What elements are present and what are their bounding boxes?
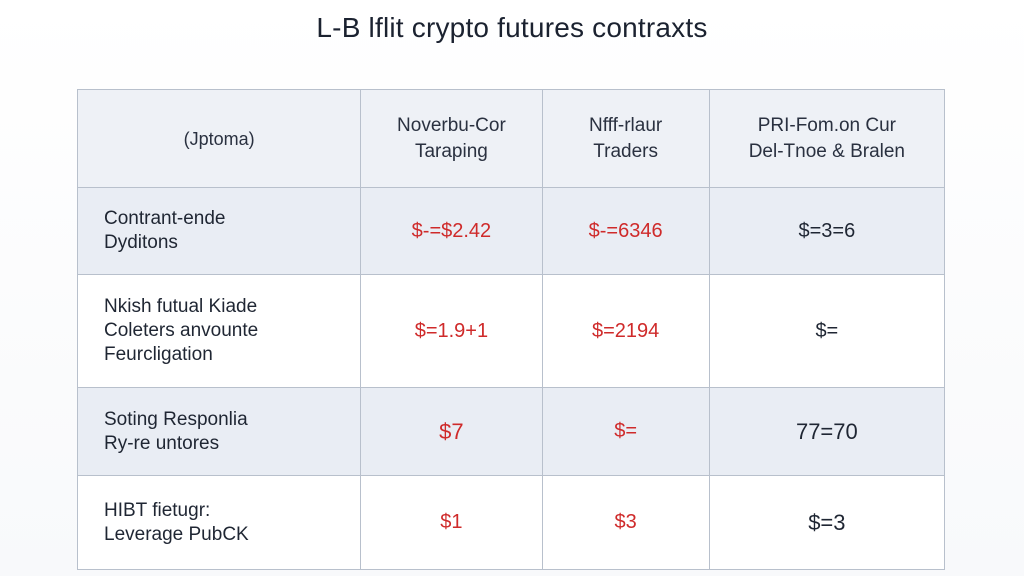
value-cell: $-=6346 [541,187,710,275]
row-label: HIBT fietugr: Leverage PubCK [76,475,362,570]
value-cell: 77=70 [708,387,946,476]
value-cell: $= [708,274,946,388]
table-row: Contrant-ende Dyditons $-=$2.42 $-=6346 … [76,187,946,275]
value-cell: $=3 [708,475,946,570]
table-row: Soting Responlia Ry-re untores $7 $= 77=… [76,387,946,476]
table-row: HIBT fietugr: Leverage PubCK $1 $3 $=3 [76,475,946,570]
row-label-line: Leverage PubCK [104,523,249,545]
value-cell: $=3=6 [708,187,946,275]
value-cell: $-=$2.42 [360,187,543,275]
row-label-line: Soting Responlia [104,408,248,430]
header-label: Noverbu-Cor [397,114,506,136]
header-cell-col3: PRI-Fom.on Cur Del-Tnoe & Bralen [708,89,946,188]
value-cell: $=1.9+1 [360,274,543,388]
value-cell: $=2194 [541,274,710,388]
row-label: Soting Responlia Ry-re untores [76,387,362,476]
row-label-line: Feurcligation [104,344,213,365]
header-label: Traders [593,140,658,162]
header-cell-options: (Jptoma) [76,89,362,188]
value-cell: $7 [360,387,543,476]
value-cell: $1 [360,475,543,570]
header-cell-col1: Noverbu-Cor Taraping [360,89,543,188]
row-label-line: Dyditons [104,232,178,253]
comparison-table: (Jptoma) Noverbu-Cor Taraping Nfff-rlaur… [76,89,946,570]
page-title: L-B lflit crypto futures contraxts [316,12,708,43]
value-cell: $3 [541,475,710,570]
row-label-line: Ry-re untores [104,432,220,454]
table-row: Nkish futual Kiade Coleters anvounte Feu… [76,274,946,388]
header-label: Del-Tnoe & Bralen [748,140,905,162]
header-label: Nfff-rlaur [589,114,663,136]
row-label-line: HIBT fietugr: [104,499,211,521]
row-label: Contrant-ende Dyditons [76,187,362,275]
row-label-line: Contrant-ende [104,208,226,229]
value-cell: $= [541,387,710,476]
header-label: Taraping [414,140,488,162]
header-cell-col2: Nfff-rlaur Traders [541,89,710,188]
row-label-line: Coleters anvounte [104,320,259,341]
table-header-row: (Jptoma) Noverbu-Cor Taraping Nfff-rlaur… [76,89,946,188]
row-label: Nkish futual Kiade Coleters anvounte Feu… [76,274,362,388]
header-label: (Jptoma) [183,128,255,149]
row-label-line: Nkish futual Kiade [104,296,258,317]
header-label: PRI-Fom.on Cur [757,114,896,136]
